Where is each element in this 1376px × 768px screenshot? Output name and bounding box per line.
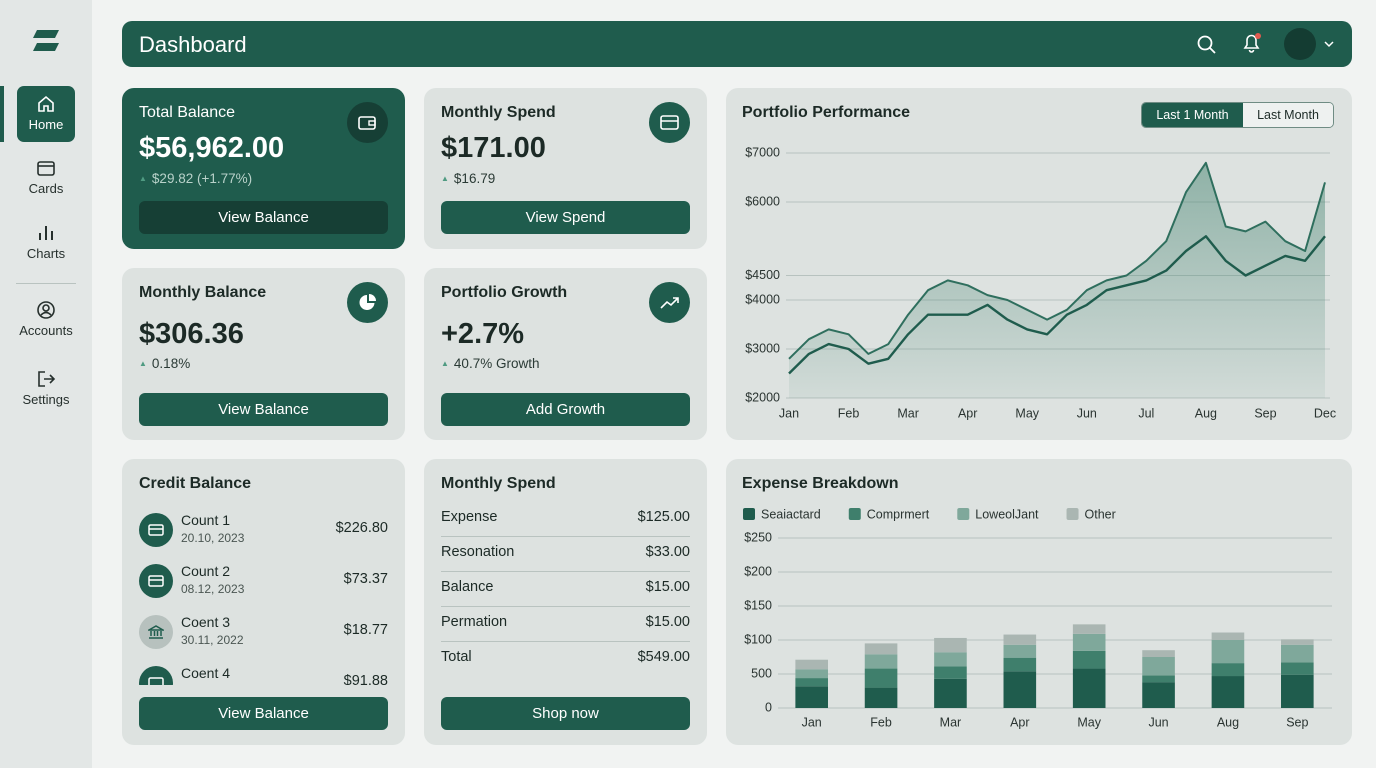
avatar[interactable] <box>1284 28 1316 60</box>
entry-amount: $73.37 <box>343 571 388 587</box>
cards-icon <box>37 161 55 176</box>
entry-icon <box>139 513 173 547</box>
entry-name: Count 2 <box>181 563 231 579</box>
nav-label: Home <box>28 117 64 132</box>
card-icon <box>649 102 690 143</box>
nav-label: Accounts <box>19 323 73 338</box>
card-change: 0.18% <box>139 356 190 371</box>
search-icon[interactable] <box>1196 34 1218 56</box>
active-indicator <box>0 86 4 142</box>
row-value: $15.00 <box>645 614 690 630</box>
card-title: Total Balance <box>139 104 236 121</box>
card-title: Monthly Spend <box>441 104 556 121</box>
monthly-spend-card: Monthly Spend $171.00 $16.79 View Spend <box>424 88 707 249</box>
credit-entry: Coent 3 30.11, 2022 $18.77 <box>139 612 388 656</box>
sidebar: Home Cards Charts Accounts Settings <box>0 0 92 768</box>
nav-cards[interactable]: Cards <box>17 150 75 206</box>
trend-icon <box>649 282 690 323</box>
wallet-icon <box>347 102 388 143</box>
entry-icon <box>139 615 173 649</box>
logo <box>33 30 59 51</box>
row-label: Resonation <box>441 544 515 560</box>
nav-charts[interactable]: Charts <box>17 215 75 271</box>
card-title: Portfolio Growth <box>441 284 568 301</box>
card-title: Credit Balance <box>139 475 252 492</box>
entry-date: 08.12, 2023 <box>181 582 245 596</box>
monthly-spend-table-card: Monthly Spend Expense $125.00 Resonation $… <box>424 459 707 745</box>
card-button[interactable]: View Balance <box>139 697 388 730</box>
table-row: Expense $125.00 <box>441 501 690 537</box>
page-title: Dashboard <box>139 32 247 57</box>
notification-icon[interactable] <box>1240 31 1264 55</box>
table-row: Permation $15.00 <box>441 606 690 642</box>
table-row: Resonation $33.00 <box>441 536 690 572</box>
nav-home[interactable]: Home <box>17 86 75 142</box>
toggle-option[interactable]: Last 1 Month <box>1142 103 1243 127</box>
row-value: $33.00 <box>645 544 690 560</box>
entry-date: 30.11, 2022 <box>181 633 244 647</box>
table-row: Balance $15.00 <box>441 571 690 607</box>
settings-icon <box>38 371 56 387</box>
row-label: Balance <box>441 579 494 595</box>
card-button[interactable]: View Balance <box>139 393 388 426</box>
card-change: $29.82 (+1.77%) <box>139 171 252 186</box>
card-change: $16.79 <box>441 171 495 186</box>
row-value: $125.00 <box>637 509 690 525</box>
entry-name: Coent 3 <box>181 614 231 630</box>
expense-card <box>726 459 1352 745</box>
header: Dashboard <box>122 21 1352 67</box>
nav-label: Settings <box>22 392 70 407</box>
card-amount: $56,962.00 <box>139 132 285 164</box>
portfolio-card <box>726 88 1352 440</box>
entry-icon <box>139 666 173 685</box>
nav-label: Charts <box>26 246 66 261</box>
card-amount: $171.00 <box>441 132 546 164</box>
monthly-balance-card: Monthly Balance $306.36 0.18% View Balan… <box>122 268 405 440</box>
credit-entry: Count 2 08.12, 2023 $73.37 <box>139 561 388 605</box>
chevron[interactable] <box>1323 39 1335 49</box>
nav-label: Cards <box>28 181 64 196</box>
card-button[interactable]: View Balance <box>139 201 388 234</box>
card-amount: +2.7% <box>441 318 525 350</box>
toggle-option[interactable]: Last Month <box>1243 103 1333 127</box>
entry-amount: $18.77 <box>343 622 388 638</box>
entry-icon <box>139 564 173 598</box>
portfolio-growth-card: Portfolio Growth +2.7% 40.7% Growth Add … <box>424 268 707 440</box>
row-value: $15.00 <box>645 579 690 595</box>
credit-balance-card: Credit Balance Count 1 20.10, 2023 $226.… <box>122 459 405 745</box>
entry-amount: $91.88 <box>343 673 388 685</box>
card-button[interactable]: Add Growth <box>441 393 690 426</box>
nav-divider <box>16 283 76 284</box>
entry-name: Coent 4 <box>181 665 231 681</box>
card-amount: $306.36 <box>139 318 244 350</box>
total-balance-card: Total Balance $56,962.00 $29.82 (+1.77%)… <box>122 88 405 249</box>
pie-icon <box>347 282 388 323</box>
card-title: Monthly Balance <box>139 284 267 301</box>
charts-icon <box>39 226 53 240</box>
accounts-icon <box>37 301 55 319</box>
period-toggle: Last 1 Month Last Month <box>1141 102 1334 128</box>
row-label: Total <box>441 649 472 665</box>
credit-list: Count 1 20.10, 2023 $226.80 Count 2 08.1… <box>122 507 405 685</box>
row-label: Expense <box>441 509 498 525</box>
card-title: Monthly Spend <box>441 475 556 492</box>
card-button[interactable]: Shop now <box>441 697 690 730</box>
entry-amount: $226.80 <box>335 520 388 536</box>
credit-entry: Count 1 20.10, 2023 $226.80 <box>139 510 388 554</box>
card-change: 40.7% Growth <box>441 356 540 371</box>
row-value: $549.00 <box>637 649 690 665</box>
entry-name: Count 1 <box>181 512 231 528</box>
table-row: Total $549.00 <box>441 641 690 676</box>
entry-date: 20.10, 2023 <box>181 531 245 545</box>
nav-accounts[interactable]: Accounts <box>17 292 75 348</box>
row-label: Permation <box>441 614 508 630</box>
card-button[interactable]: View Spend <box>441 201 690 234</box>
credit-entry: Coent 4 $91.88 <box>139 663 388 685</box>
home-icon <box>38 95 54 112</box>
nav-settings[interactable]: Settings <box>17 361 75 417</box>
